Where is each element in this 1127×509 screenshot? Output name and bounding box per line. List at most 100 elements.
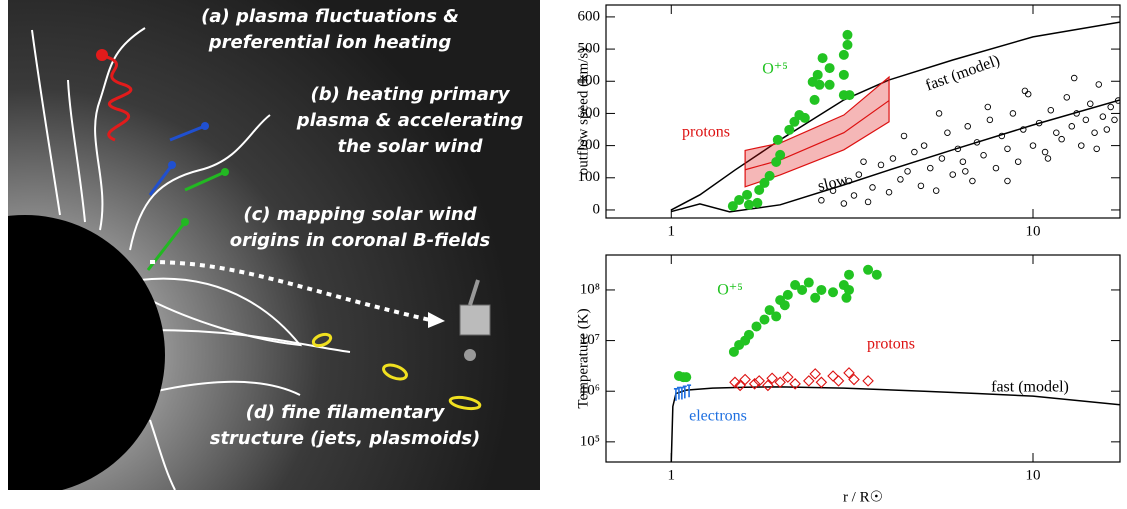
point [993, 165, 999, 171]
point [960, 159, 966, 165]
point [842, 40, 852, 50]
point [771, 311, 781, 321]
point [845, 90, 855, 100]
illustration-label: (c) mapping solar wind [243, 204, 477, 225]
point [1005, 178, 1011, 184]
series-label: protons [867, 336, 915, 353]
point [804, 278, 814, 288]
model-line [671, 22, 1120, 210]
point [878, 162, 884, 168]
point [804, 376, 814, 386]
point [815, 80, 825, 90]
point [1087, 101, 1093, 107]
point [950, 172, 956, 178]
point [818, 53, 828, 63]
point [783, 290, 793, 300]
point [1092, 130, 1098, 136]
point [842, 30, 852, 40]
point [800, 113, 810, 123]
point [963, 169, 969, 175]
point [1094, 146, 1100, 152]
illustration-label: structure (jets, plasmoids) [210, 428, 481, 449]
point [839, 70, 849, 80]
y-tick-label: 0 [593, 201, 601, 217]
illustration-label: the solar wind [338, 136, 484, 157]
y-axis-label: Temperature (K) [575, 308, 591, 408]
point [775, 150, 785, 160]
point [819, 198, 825, 204]
y-axis-label: outflow speed (km/s) [575, 48, 591, 175]
point [740, 375, 750, 385]
point [1108, 104, 1114, 110]
point [797, 285, 807, 295]
point [841, 293, 851, 303]
illustration-label: (b) heating primary [311, 84, 511, 105]
point [841, 201, 847, 207]
point [863, 376, 873, 386]
point [839, 50, 849, 60]
x-tick-label: 10 [1025, 467, 1040, 483]
point [927, 165, 933, 171]
point [890, 156, 896, 162]
x-tick-label: 1 [668, 467, 676, 483]
illustration-label: plasma & accelerating [296, 110, 524, 131]
uncertainty-band [745, 77, 889, 187]
series-label: slow [816, 171, 850, 195]
point [863, 265, 873, 275]
point [1048, 107, 1054, 113]
point [742, 190, 752, 200]
point [744, 200, 754, 210]
point [851, 193, 857, 199]
point [759, 315, 769, 325]
point [744, 330, 754, 340]
point [810, 95, 820, 105]
point [813, 70, 823, 80]
point [810, 293, 820, 303]
point [901, 133, 907, 139]
point [1010, 111, 1016, 117]
point [985, 104, 991, 110]
x-tick-label: 1 [668, 223, 676, 239]
plot-frame [606, 255, 1120, 462]
point [945, 130, 951, 136]
point [1045, 156, 1051, 162]
point [918, 183, 924, 189]
point [816, 285, 826, 295]
point [765, 171, 775, 181]
point [1100, 114, 1106, 120]
point [1096, 82, 1102, 88]
point [1054, 130, 1060, 136]
point [816, 377, 826, 387]
point [780, 300, 790, 310]
point [870, 185, 876, 191]
point [905, 169, 911, 175]
point [680, 388, 684, 400]
series-label: protons [682, 124, 730, 141]
plot-area [671, 22, 1121, 212]
x-axis-label: r / R☉ [843, 489, 883, 505]
point [1022, 88, 1028, 94]
point [828, 371, 838, 381]
point [898, 177, 904, 183]
point [828, 287, 838, 297]
point [965, 124, 971, 130]
point [825, 80, 835, 90]
point [825, 63, 835, 73]
point [1078, 143, 1084, 149]
illustration-label: (a) plasma fluctuations & [201, 6, 459, 27]
illustration-label: origins in coronal B-fields [230, 230, 491, 251]
figure: (a) plasma fluctuations &preferential io… [0, 0, 1127, 509]
point [970, 178, 976, 184]
point [783, 372, 793, 382]
point [856, 172, 862, 178]
series-label: O⁺⁵ [762, 61, 788, 78]
point [872, 270, 882, 280]
series-label: O⁺⁵ [717, 282, 743, 299]
point [1064, 95, 1070, 101]
point [987, 117, 993, 123]
point [1069, 124, 1075, 130]
point [1025, 91, 1031, 97]
y-tick-label: 600 [578, 8, 601, 24]
point [921, 143, 927, 149]
charts: 0100200300400500600110outflow speed (km/… [575, 5, 1121, 505]
